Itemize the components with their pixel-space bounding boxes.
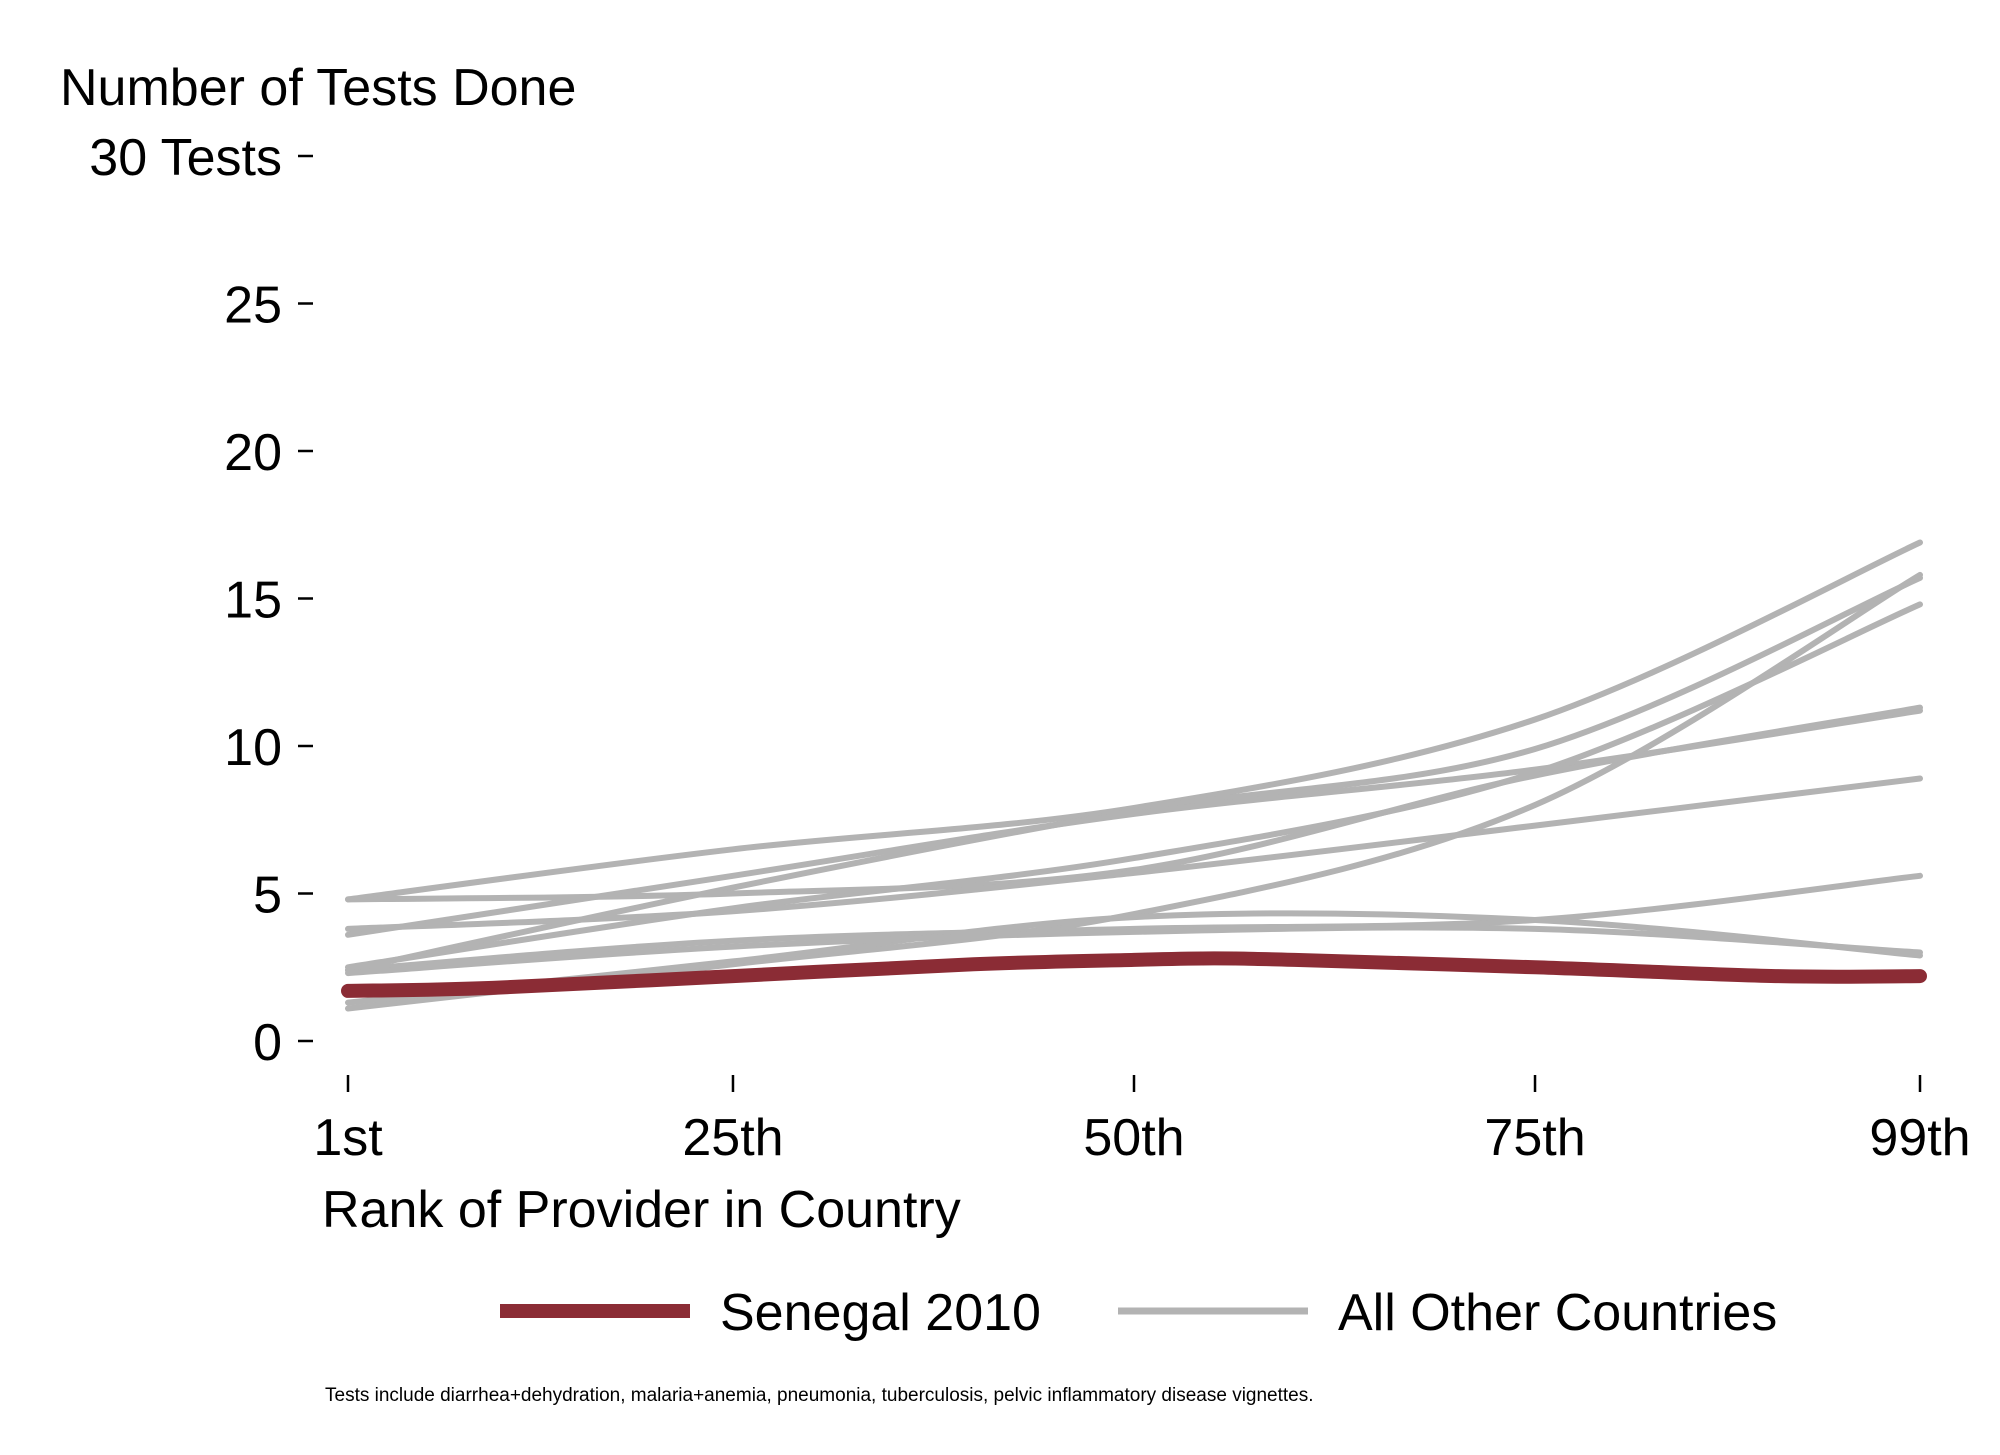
y-axis: 0 5 10 15 20 25 30 Tests (89, 129, 313, 1072)
other-countries-lines (345, 539, 1923, 1012)
y-tick-label: 0 (253, 1014, 282, 1072)
other-country-line-3 (345, 571, 1923, 1012)
other-country-line-5 (345, 707, 1923, 938)
x-tick-label: 50th (1083, 1109, 1184, 1167)
y-tick-label: 5 (253, 867, 282, 925)
x-tick-label: 1st (313, 1109, 383, 1167)
legend: Senegal 2010 All Other Countries (500, 1284, 1777, 1342)
y-tick-label: 15 (224, 572, 282, 630)
other-country-line-4 (345, 601, 1923, 971)
legend-label-senegal: Senegal 2010 (720, 1284, 1041, 1342)
x-tick-label: 75th (1484, 1109, 1585, 1167)
legend-label-others: All Other Countries (1338, 1284, 1777, 1342)
y-tick-label: 30 Tests (89, 129, 282, 187)
other-country-line-10 (345, 924, 1923, 977)
other-country-line-1 (345, 539, 1923, 903)
x-tick-label: 25th (682, 1109, 783, 1167)
x-axis-title: Rank of Provider in Country (322, 1181, 961, 1239)
x-tick-label: 99th (1869, 1109, 1970, 1167)
highlight-line-group (341, 951, 1927, 998)
other-country-line-9 (345, 910, 1923, 1006)
other-country-line-7 (345, 775, 1923, 932)
footnote: Tests include diarrhea+dehydration, mala… (325, 1385, 1314, 1406)
x-axis: 1st 25th 50th 75th 99th (313, 1075, 1971, 1167)
y-axis-title: Number of Tests Done (60, 59, 576, 117)
y-tick-label: 20 (224, 424, 282, 482)
senegal-2010-line (341, 951, 1927, 998)
y-tick-label: 25 (224, 277, 282, 335)
y-tick-label: 10 (224, 719, 282, 777)
